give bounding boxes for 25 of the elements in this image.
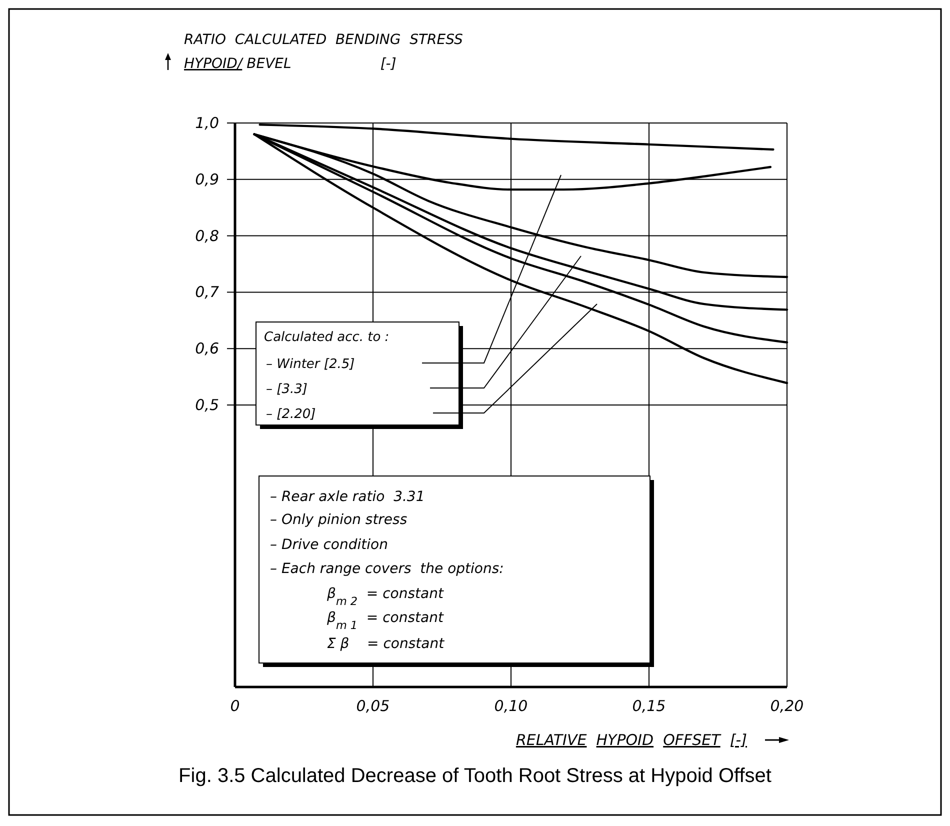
annotation: – Rear axle ratio 3.31	[270, 489, 425, 505]
y-tick-label: 0,7	[195, 283, 220, 302]
annotation: – Each range covers the options:	[270, 561, 504, 577]
x-tick-label: 0,20	[770, 697, 804, 715]
x-tick-label: 0,05	[356, 697, 390, 715]
annotation: – [3.3]	[266, 382, 308, 397]
annotation: β$_{m 1}$ = constant	[326, 610, 444, 632]
y-tick-label: 0,5	[195, 396, 219, 414]
annotation: β$_{m 2}$ = constant	[326, 586, 444, 608]
annotation: – Winter [2.5]	[266, 357, 355, 372]
text: RATIO CALCULATED BENDING STRESS HYPOID/ BEVEL [-]	[184, 32, 463, 72]
x-tick-label: 0,15	[632, 697, 666, 715]
x-axis-title: RELATIVE HYPOID OFFSET [-]	[516, 731, 748, 749]
annotation: – Only pinion stress	[270, 512, 408, 528]
y-tick-label: 1,0	[195, 114, 219, 132]
x-tick-label: 0	[230, 697, 240, 715]
y-tick-label: 0,8	[195, 226, 219, 245]
text: Fig. 3.5 Calculated Decrease of Tooth Root Stress at Hypoid Offset	[178, 765, 772, 787]
y-tick-label: 0,9	[195, 170, 219, 188]
annotation: Calculated acc. to :	[264, 330, 390, 345]
annotation: – Drive condition	[270, 537, 388, 553]
annotation: Σ β = constant	[327, 636, 445, 652]
y-tick-label: 0,6	[195, 340, 219, 358]
annotation: – [2.20]	[266, 407, 316, 422]
x-tick-label: 0,10	[494, 697, 528, 715]
